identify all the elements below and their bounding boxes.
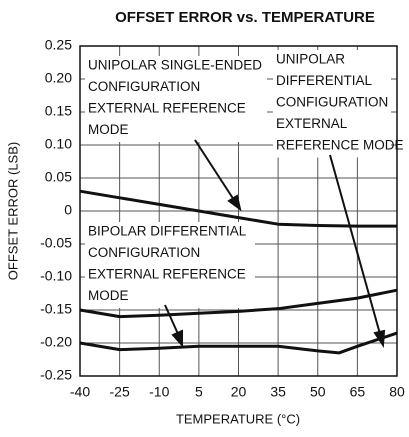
annotation-text: EXTERNAL REFERENCE [88,101,246,116]
data-line [79,189,397,228]
annotation-text: UNIPOLAR SINGLE-ENDED [88,58,262,73]
x-axis-label: TEMPERATURE (°C) [176,411,300,426]
arrow-head [227,194,242,212]
annotation-text: EXTERNAL REFERENCE [88,267,246,282]
y-tick-label: -0.25 [40,367,72,383]
arrow-head [373,329,386,348]
y-tick-label: -0.05 [40,235,72,251]
data-line [79,331,398,355]
y-tick-label: 0.10 [45,136,72,152]
annotation-text: EXTERNAL [276,116,348,131]
arrows [164,139,386,348]
x-tick-label: 80 [389,384,405,400]
y-tick-label: 0.25 [45,37,72,53]
annotation-text: DIFFERENTIAL [276,73,373,88]
plot-frame [79,45,398,377]
arrow-head [171,329,183,348]
x-tick-label: -25 [110,384,130,400]
y-tick-label: 0.05 [45,169,72,185]
annotation-text: MODE [88,288,129,303]
x-tick-label: 5 [195,384,203,400]
y-tick-label: -0.10 [40,268,72,284]
annotation-text: REFERENCE MODE [276,138,404,153]
annotation-text: CONFIGURATION [88,245,200,260]
annotation-bg [85,222,255,308]
chart-title: OFFSET ERROR vs. TEMPERATURE [115,9,375,26]
x-tick-label: -10 [149,384,169,400]
y-tick-label: 0.15 [45,103,72,119]
annotation-text: CONFIGURATION [88,79,200,94]
annotations: UNIPOLAR SINGLE-ENDED CONFIGURATION EXTERN… [85,50,404,308]
arrow [329,154,381,335]
y-tick-label: 0 [64,202,72,218]
annotation-text: CONFIGURATION [276,95,388,110]
y-tick-label: -0.15 [40,301,72,317]
y-tick-label: 0.20 [45,70,72,86]
lines [79,189,398,355]
x-tick-label: 50 [310,384,326,400]
y-tick-label: -0.20 [40,334,72,350]
data-line [79,288,398,319]
annotation-bg [273,50,391,158]
x-tick-label: 20 [231,384,247,400]
annotation-text: BIPOLAR DIFFERENTIAL [88,224,247,239]
x-tick-label: -40 [70,384,90,400]
x-tick-label: 35 [270,384,286,400]
annotation-text: UNIPOLAR [276,52,345,67]
y-axis-label: OFFSET ERROR (LSB) [5,142,20,280]
annotation-bg [85,56,267,142]
arrow [164,304,179,335]
x-tick-label: 65 [350,384,366,400]
arrow [194,139,235,201]
annotation-text: MODE [88,122,129,137]
